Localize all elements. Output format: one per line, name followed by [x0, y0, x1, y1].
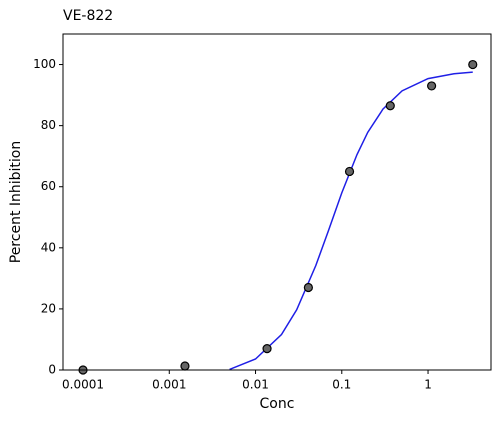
data-point [344, 166, 355, 177]
x-tick-label: 0.0001 [62, 378, 104, 392]
chart-title: VE-822 [63, 8, 113, 24]
x-tick-label: 0.1 [332, 378, 351, 392]
data-point [385, 101, 395, 111]
y-tick-label: 80 [41, 118, 56, 132]
fit-line [229, 71, 473, 370]
y-tick-label: 40 [41, 240, 56, 254]
data-point [180, 361, 190, 371]
y-tick-label: 100 [33, 57, 56, 71]
x-tick-label: 0.001 [152, 378, 186, 392]
y-axis-label: Percent Inhibition [8, 141, 24, 264]
data-point [262, 344, 272, 354]
x-axis-label: Conc [260, 396, 295, 412]
data-point [468, 59, 478, 70]
x-tick-label: 0.01 [242, 378, 269, 392]
x-tick-label: 1 [424, 378, 432, 392]
y-tick-label: 20 [41, 301, 56, 315]
y-tick-label: 60 [41, 179, 56, 193]
data-point [427, 81, 437, 91]
plot-frame [62, 33, 492, 371]
y-tick-label: 0 [48, 363, 56, 377]
data-point [303, 282, 313, 293]
